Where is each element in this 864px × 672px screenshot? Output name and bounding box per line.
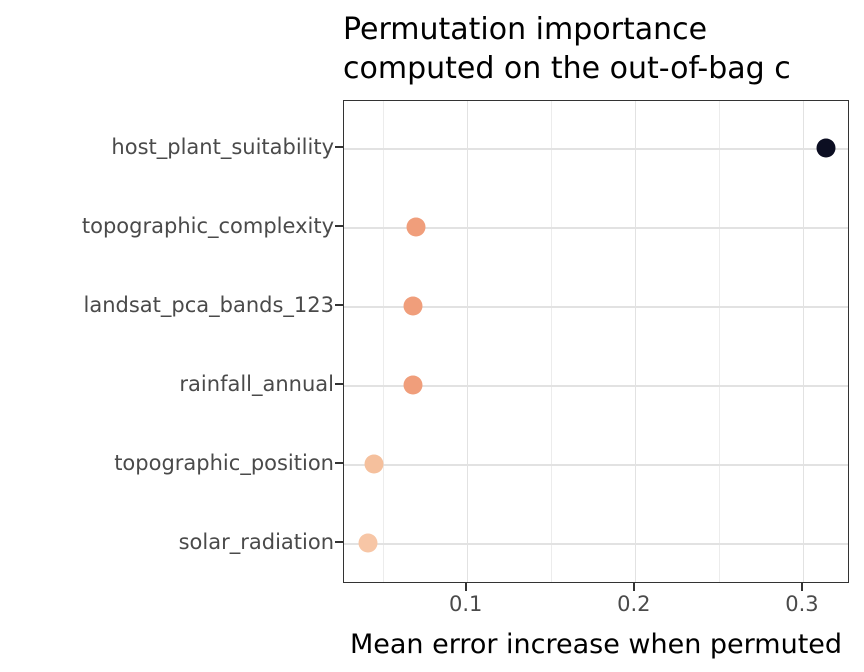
x-tick-label: 0.3 <box>785 592 819 616</box>
chart-title: Permutation importance computed on the o… <box>343 10 791 88</box>
y-axis-label: topographic_complexity <box>81 214 334 238</box>
y-axis-label: landsat_pca_bands_123 <box>83 293 335 317</box>
gridline-x-major <box>634 101 637 582</box>
x-axis-tick <box>632 583 635 591</box>
gridline-x-major <box>466 101 469 582</box>
y-axis-tick <box>335 541 343 543</box>
data-point <box>364 454 384 474</box>
gridline-x-minor <box>382 101 385 582</box>
data-point <box>403 375 423 395</box>
y-axis-tick <box>335 146 343 148</box>
y-axis-tick <box>335 225 343 227</box>
x-axis-tick <box>464 583 467 591</box>
plot-panel <box>343 100 849 583</box>
x-tick-label: 0.1 <box>449 592 483 616</box>
gridline-x-major <box>802 101 805 582</box>
y-axis-tick <box>335 462 343 464</box>
chart-title-line-1: Permutation importance <box>343 12 708 47</box>
x-tick-label: 0.2 <box>617 592 651 616</box>
x-axis-title: Mean error increase when permuted <box>343 629 849 660</box>
gridline-y <box>344 148 848 150</box>
gridline-y <box>344 464 848 466</box>
y-axis-tick <box>335 383 343 385</box>
data-point <box>358 533 378 553</box>
gridline-y <box>344 385 848 387</box>
gridline-y <box>344 543 848 545</box>
x-axis-title-text: Mean error increase when permuted <box>349 629 843 660</box>
y-axis-label: topographic_position <box>114 451 334 475</box>
data-point <box>403 296 423 316</box>
x-axis-tick <box>800 583 803 591</box>
y-axis-label: rainfall_annual <box>179 372 334 396</box>
y-axis-label: solar_radiation <box>178 530 334 554</box>
data-point <box>816 138 836 158</box>
gridline-y <box>344 227 848 229</box>
data-point <box>406 217 426 237</box>
gridline-x-minor <box>718 101 721 582</box>
y-axis-tick <box>335 304 343 306</box>
gridline-y <box>344 306 848 308</box>
chart-title-line-2: computed on the out-of-bag c <box>343 51 791 86</box>
y-axis-label: host_plant_suitability <box>111 135 334 159</box>
gridline-x-minor <box>550 101 553 582</box>
